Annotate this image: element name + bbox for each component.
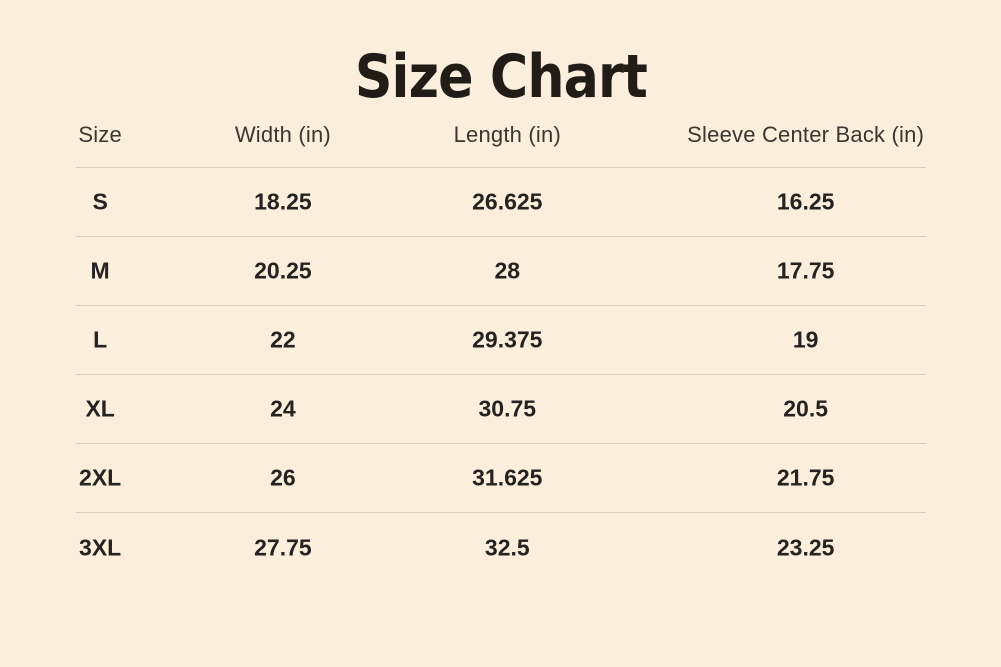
cell-sleeve: 19 xyxy=(792,326,819,353)
table-row-m: M 20.25 28 17.75 xyxy=(75,237,926,306)
cell-length: 28 xyxy=(494,257,521,284)
cell-size: 2XL xyxy=(79,464,122,491)
cell-length: 31.625 xyxy=(472,464,543,491)
cell-width: 26 xyxy=(270,464,296,491)
cell-length: 26.625 xyxy=(472,188,543,215)
cell-width: 22 xyxy=(270,326,296,353)
cell-size: M xyxy=(90,257,110,284)
page-title: Size Chart xyxy=(0,0,1001,108)
cell-size: L xyxy=(93,326,108,353)
cell-sleeve: 21.75 xyxy=(776,464,835,491)
column-header-length: Length (in) xyxy=(453,121,561,147)
page-title-text: Size Chart xyxy=(354,42,647,112)
cell-size: 3XL xyxy=(79,534,122,560)
cell-size: XL xyxy=(85,395,115,422)
cell-length: 29.375 xyxy=(472,326,543,353)
cell-width: 18.25 xyxy=(254,188,312,215)
column-header-sleeve: Sleeve Center Back (in) xyxy=(687,121,925,147)
cell-width: 24 xyxy=(270,395,296,422)
column-header-size: Size xyxy=(78,121,122,147)
cell-size: S xyxy=(92,188,108,215)
cell-sleeve: 23.25 xyxy=(776,534,835,560)
table-row-3xl: 3XL 27.75 32.5 23.25 xyxy=(76,513,926,582)
cell-width: 20.25 xyxy=(254,257,312,284)
size-chart-table: Size Width (in) Length (in) Sleeve Cente… xyxy=(75,102,926,582)
table-header-row: Size Width (in) Length (in) Sleeve Cente… xyxy=(75,102,926,168)
column-header-width: Width (in) xyxy=(234,121,331,147)
table-row-l: L 22 29.375 19 xyxy=(75,306,926,375)
cell-width: 27.75 xyxy=(254,534,312,560)
table-row-2xl: 2XL 26 31.625 21.75 xyxy=(75,444,926,513)
cell-sleeve: 17.75 xyxy=(776,257,835,284)
cell-length: 32.5 xyxy=(484,534,530,560)
cell-length: 30.75 xyxy=(478,395,537,422)
table-row-xl: XL 24 30.75 20.5 xyxy=(75,375,926,444)
cell-sleeve: 16.25 xyxy=(776,188,835,215)
cell-sleeve: 20.5 xyxy=(783,395,829,422)
table-row-s: S 18.25 26.625 16.25 xyxy=(75,168,926,237)
